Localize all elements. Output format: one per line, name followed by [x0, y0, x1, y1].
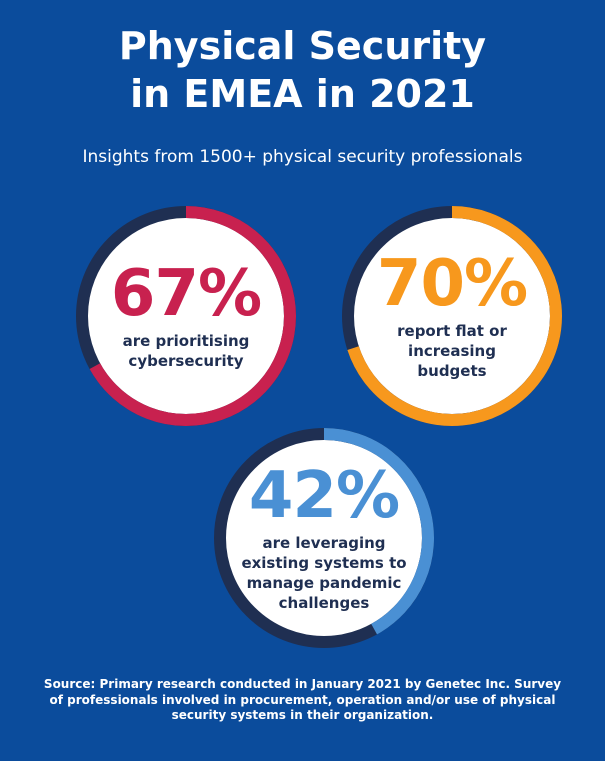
- ring-value-arc: [323, 428, 434, 635]
- ring-chart-budgets: [342, 206, 562, 426]
- ring-value-arc: [347, 206, 562, 426]
- stat-cybersecurity: 67% are prioritising cybersecurity: [70, 200, 302, 432]
- stat-value: 67%: [110, 257, 262, 331]
- ring-inner-fill: [353, 217, 551, 415]
- stat-value: 70%: [376, 247, 528, 321]
- ring-inner-fill: [225, 439, 423, 637]
- ring-chart-pandemic: [214, 428, 434, 648]
- ring-inner-fill: [87, 217, 285, 415]
- stat-budgets: 70% report flat or increasing budgets: [336, 200, 568, 432]
- stat-value: 42%: [248, 459, 400, 533]
- title-line-1: Physical Security: [118, 24, 487, 68]
- stat-label: are prioritising cybersecurity: [122, 332, 250, 370]
- stat-pandemic: 42% are leveraging existing systems to m…: [208, 422, 440, 654]
- ring-value-arc: [89, 206, 296, 426]
- ring-chart-cybersecurity: [76, 206, 296, 426]
- title-line-2: in EMEA in 2021: [130, 72, 475, 116]
- stat-label: are leveraging existing systems to manag…: [241, 534, 407, 612]
- page-title: Physical Security in EMEA in 2021: [0, 22, 605, 118]
- subtitle: Insights from 1500+ physical security pr…: [82, 147, 523, 167]
- stat-label: report flat or increasing budgets: [397, 322, 507, 380]
- source-note: Source: Primary research conducted in Ja…: [43, 677, 562, 722]
